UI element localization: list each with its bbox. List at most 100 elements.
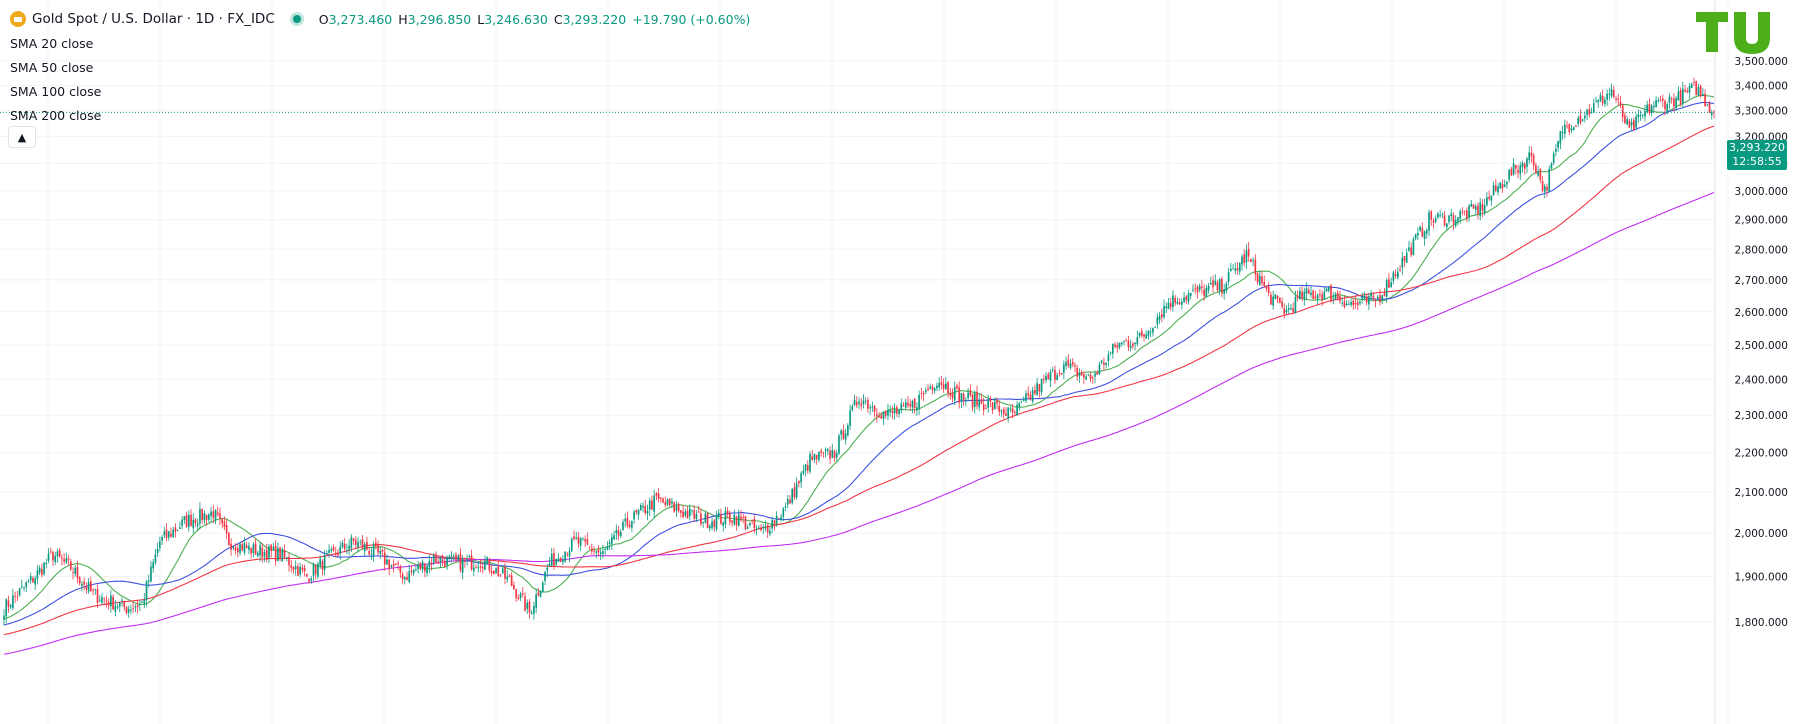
candle-body xyxy=(328,549,330,553)
candle-body xyxy=(1278,297,1281,303)
candle-body xyxy=(1695,81,1698,95)
candle-body xyxy=(1205,288,1208,297)
candle-body xyxy=(112,596,114,610)
candle-body xyxy=(956,385,958,389)
candle-body xyxy=(1595,100,1597,102)
candle-body xyxy=(1154,326,1156,328)
candle-body xyxy=(159,541,161,549)
candle-body xyxy=(840,430,843,435)
symbol-title[interactable]: Gold Spot / U.S. Dollar · 1D · FX_IDC xyxy=(32,11,275,27)
candle-body xyxy=(196,523,199,526)
candle-body xyxy=(341,542,344,547)
market-status-icon[interactable] xyxy=(292,15,301,23)
candle-body xyxy=(962,393,965,401)
candle-body xyxy=(1034,389,1036,394)
candle-body xyxy=(855,401,858,406)
candle-body xyxy=(515,589,517,599)
candle-body xyxy=(147,580,150,582)
candle-body xyxy=(1261,276,1263,284)
candle-body xyxy=(1299,290,1301,300)
candle-body xyxy=(1040,379,1043,393)
candle-body xyxy=(729,513,731,523)
candle-body xyxy=(1160,314,1163,318)
candle-body xyxy=(1381,295,1384,301)
candle-body xyxy=(1140,330,1143,336)
candle-body xyxy=(1049,372,1052,381)
candle-body xyxy=(1566,125,1568,127)
candle-body xyxy=(403,577,406,580)
candle-body xyxy=(408,571,411,583)
candle-body xyxy=(1379,295,1381,303)
candle-body xyxy=(1646,104,1649,113)
indicator-label[interactable]: SMA 50 close xyxy=(10,60,94,75)
candle-body xyxy=(737,514,740,526)
candle-body xyxy=(800,473,802,483)
candle-body xyxy=(1134,342,1136,345)
candle-body xyxy=(611,537,613,544)
candle-body xyxy=(1319,294,1321,295)
candle-body xyxy=(544,571,546,581)
ohlc-key: H xyxy=(398,11,408,27)
candle-body xyxy=(704,513,707,523)
candle-body xyxy=(1305,288,1308,294)
candle-body xyxy=(268,546,270,558)
candle-body xyxy=(1178,302,1181,304)
candle-body xyxy=(127,608,130,613)
candle-body xyxy=(1702,94,1704,97)
candle-body xyxy=(1172,295,1174,307)
candle-body xyxy=(593,550,595,552)
price-axis: 1,800.000 1,900.000 2,000.000 2,100.000 2,20… xyxy=(1714,0,1788,724)
candle-body xyxy=(1486,197,1488,205)
candle-body xyxy=(1292,308,1295,313)
candle-body xyxy=(430,563,433,565)
candle-body xyxy=(504,567,506,579)
candle-body xyxy=(1303,291,1306,300)
candle-body xyxy=(987,400,989,408)
candle-body xyxy=(236,548,239,553)
candle-body xyxy=(94,589,97,591)
collapse-indicators-button[interactable]: ▲ xyxy=(8,126,36,148)
candle-body xyxy=(1374,300,1377,302)
candle-body xyxy=(1236,268,1239,271)
candle-body xyxy=(1270,294,1272,305)
candle-body xyxy=(54,555,57,562)
candle-body xyxy=(1601,96,1604,104)
candle-body xyxy=(1668,96,1671,103)
candle-body xyxy=(1118,342,1121,348)
indicator-label[interactable]: SMA 200 close xyxy=(10,108,102,123)
candle-body xyxy=(662,498,664,503)
candle-body xyxy=(844,433,847,440)
candle-body xyxy=(924,390,927,393)
candle-body xyxy=(375,542,377,546)
candle-body xyxy=(1287,308,1290,311)
candle-body xyxy=(475,567,477,569)
candle-body xyxy=(1479,202,1482,217)
candle-body xyxy=(826,449,829,452)
candle-body xyxy=(488,559,491,571)
candle-body xyxy=(900,403,903,411)
candle-body xyxy=(833,451,836,458)
candle-body xyxy=(141,601,143,603)
candle-body xyxy=(1396,271,1399,278)
candle-body xyxy=(510,575,513,586)
candle-body xyxy=(1423,231,1426,239)
candle-body xyxy=(444,560,446,568)
candle-body xyxy=(680,510,682,513)
candle-body xyxy=(1626,118,1628,125)
candle-body xyxy=(493,570,495,574)
candle-body xyxy=(1526,158,1528,167)
candle-body xyxy=(18,588,21,596)
indicator-label[interactable]: SMA 20 close xyxy=(10,36,94,51)
indicator-label[interactable]: SMA 100 close xyxy=(10,84,102,99)
ohlc-values: O 3,273.460 H 3,296.850 L 3,246.630 C 3,293.220… xyxy=(319,12,757,27)
candle-body xyxy=(766,525,769,533)
candle-body xyxy=(1383,293,1386,296)
candle-body xyxy=(746,527,749,529)
candle-body xyxy=(1196,287,1199,293)
candle-body xyxy=(368,551,370,555)
candle-body xyxy=(958,387,961,403)
ohlc-value: 3,273.460 xyxy=(328,11,393,27)
candle-body xyxy=(1463,210,1466,212)
candle-body xyxy=(339,546,342,554)
